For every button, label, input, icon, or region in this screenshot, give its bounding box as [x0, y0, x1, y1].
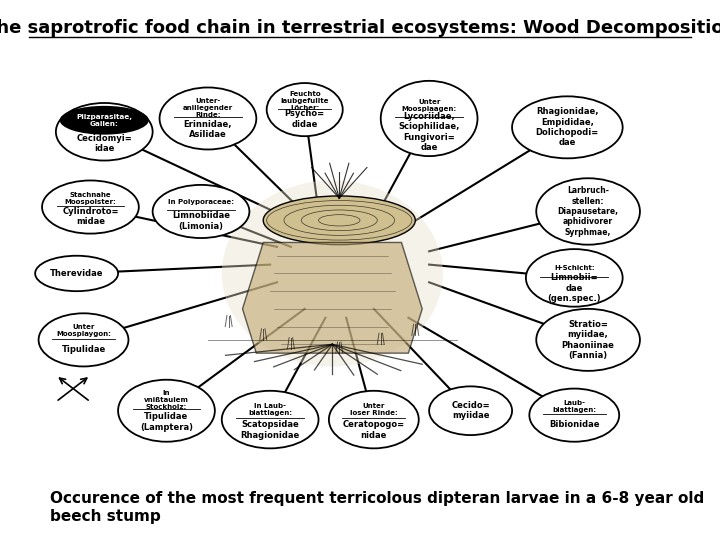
Ellipse shape — [60, 106, 149, 134]
Ellipse shape — [39, 313, 128, 367]
Text: Limnobiidae
(Limonia): Limnobiidae (Limonia) — [172, 211, 230, 231]
Text: H-Schicht:: H-Schicht: — [554, 265, 595, 271]
Text: Bibionidae: Bibionidae — [549, 420, 600, 429]
Text: Cylindroto=
midae: Cylindroto= midae — [62, 207, 119, 226]
Text: Pilzparasitae,
Gallen:: Pilzparasitae, Gallen: — [76, 114, 132, 127]
Text: Limnobii=
dae
(gen.spec.): Limnobii= dae (gen.spec.) — [547, 273, 601, 303]
Ellipse shape — [266, 83, 343, 136]
Text: In Laub-
blattlagen:: In Laub- blattlagen: — [248, 403, 292, 416]
Text: Tipulidae: Tipulidae — [61, 345, 106, 354]
Ellipse shape — [381, 81, 477, 156]
Text: The saprotrofic food chain in terrestrial ecosystems: Wood Decomposition: The saprotrofic food chain in terrestria… — [0, 19, 720, 37]
Text: Lycoriidae,
Sciophilidae,
Fungivori=
dae: Lycoriidae, Sciophilidae, Fungivori= dae — [398, 112, 460, 152]
Text: Psycho=
didae: Psycho= didae — [284, 110, 325, 129]
Ellipse shape — [35, 256, 118, 291]
Text: In Polyporaceae:: In Polyporaceae: — [168, 199, 234, 205]
Text: Feuchto
laubgefullte
Löcher:: Feuchto laubgefullte Löcher: — [281, 91, 329, 111]
Text: Laub-
blattlagen:: Laub- blattlagen: — [552, 400, 596, 413]
Ellipse shape — [118, 380, 215, 442]
Text: Ceratopogo=
nidae: Ceratopogo= nidae — [343, 420, 405, 440]
Text: Stratio=
myiidae,
Phaoniinae
(Fannia): Stratio= myiidae, Phaoniinae (Fannia) — [562, 320, 615, 360]
Text: Scatopsidae
Rhagionidae: Scatopsidae Rhagionidae — [240, 420, 300, 440]
Ellipse shape — [153, 185, 249, 238]
Ellipse shape — [329, 391, 419, 448]
Text: Rhagionidae,
Empididae,
Dolichopodi=
dae: Rhagionidae, Empididae, Dolichopodi= dae — [536, 107, 599, 147]
Text: Therevidae: Therevidae — [50, 269, 104, 278]
Ellipse shape — [56, 103, 153, 160]
Text: Erinnidae,
Asilidae: Erinnidae, Asilidae — [184, 120, 232, 139]
Text: Cecido=
myiidae: Cecido= myiidae — [451, 401, 490, 421]
Ellipse shape — [222, 391, 318, 448]
Text: In
vnißtaulem
Stockholz:: In vnißtaulem Stockholz: — [144, 390, 189, 410]
Ellipse shape — [529, 389, 619, 442]
Ellipse shape — [222, 180, 443, 367]
Ellipse shape — [42, 180, 139, 234]
Ellipse shape — [512, 96, 623, 158]
Text: Unter
loser Rinde:: Unter loser Rinde: — [350, 403, 397, 416]
Text: Tipulidae
(Lamptera): Tipulidae (Lamptera) — [140, 412, 193, 431]
Text: Cecidomyi=
idae: Cecidomyi= idae — [76, 133, 132, 153]
Text: Larbruch-
stellen:
Diapausetare,
aphidivorer
Syrphmae,: Larbruch- stellen: Diapausetare, aphidiv… — [557, 186, 618, 237]
Text: Unter
Moosplaagen:: Unter Moosplaagen: — [402, 99, 456, 112]
Text: Stachnahe
Moospolster:: Stachnahe Moospolster: — [65, 192, 117, 205]
Ellipse shape — [264, 196, 415, 245]
Text: Unter
Moosplaygon:: Unter Moosplaygon: — [56, 325, 111, 338]
Text: Unter-
anlilegender
Rinde:: Unter- anlilegender Rinde: — [183, 98, 233, 118]
Ellipse shape — [526, 249, 623, 307]
Text: Occurence of the most frequent terricolous dipteran larvae in a 6-8 year old
bee: Occurence of the most frequent terricolo… — [50, 491, 705, 524]
Ellipse shape — [536, 309, 640, 371]
Ellipse shape — [536, 178, 640, 245]
Polygon shape — [243, 242, 422, 353]
Ellipse shape — [429, 387, 512, 435]
Ellipse shape — [160, 87, 256, 150]
